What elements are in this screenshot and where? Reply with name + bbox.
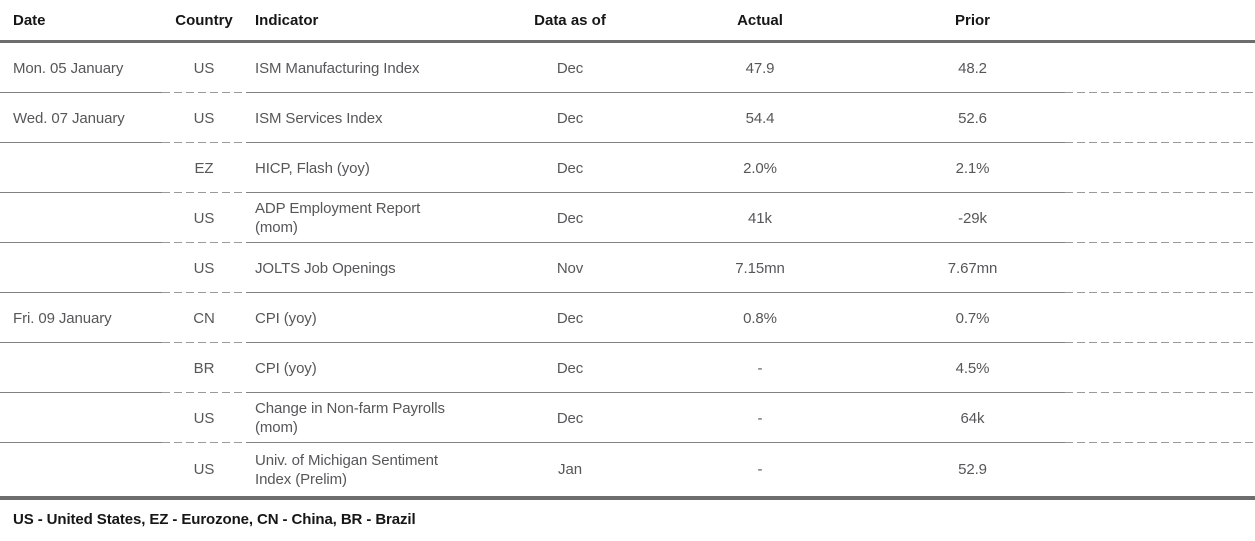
cell-data-as-of: Dec <box>500 393 640 443</box>
cell-trailing <box>1065 243 1255 293</box>
cell-date <box>0 343 162 393</box>
table-bottom-thick-rule <box>0 496 1255 500</box>
cell-trailing <box>1065 293 1255 343</box>
cell-indicator: ISM Manufacturing Index <box>246 43 500 93</box>
table-row: Wed. 07 January US ISM Services Index De… <box>0 93 1255 143</box>
cell-trailing <box>1065 143 1255 193</box>
cell-indicator: CPI (yoy) <box>246 343 500 393</box>
cell-prior: 48.2 <box>880 43 1065 93</box>
cell-trailing <box>1065 343 1255 393</box>
cell-data-as-of: Nov <box>500 243 640 293</box>
indicator-line-2: (mom) <box>255 219 298 236</box>
cell-country: US <box>162 193 246 243</box>
country-legend: US - United States, EZ - Eurozone, CN - … <box>13 511 416 528</box>
cell-actual: - <box>757 461 763 478</box>
table-row: Fri. 09 January CN CPI (yoy) Dec 0.8% 0.… <box>0 293 1255 343</box>
table-body: Mon. 05 January US ISM Manufacturing Ind… <box>0 43 1255 496</box>
cell-prior: 4.5% <box>880 343 1065 393</box>
cell-trailing <box>1065 393 1255 443</box>
header-country: Country <box>175 11 233 29</box>
cell-actual: 47.9 <box>640 43 880 93</box>
indicator-line-1: Univ. of Michigan Sentiment <box>255 451 438 469</box>
cell-country: CN <box>162 293 246 343</box>
header-date: Date <box>13 11 46 29</box>
cell-data-as-of: Dec <box>500 193 640 243</box>
cell-data-as-of: Dec <box>500 343 640 393</box>
header-indicator-label: Indicator <box>255 11 319 29</box>
cell-date: Fri. 09 January <box>0 293 162 343</box>
indicator-line-2: Index (Prelim) <box>255 470 347 488</box>
cell-country: US <box>162 393 246 443</box>
cell-data-as-of: Jan <box>558 461 582 478</box>
cell-date: Wed. 07 January <box>0 93 162 143</box>
cell-country: EZ <box>162 143 246 193</box>
cell-trailing <box>1065 193 1255 243</box>
cell-data-as-of: Dec <box>500 93 640 143</box>
cell-actual: 0.8% <box>640 293 880 343</box>
cell-date <box>0 193 162 243</box>
cell-actual: 41k <box>640 193 880 243</box>
table-row: US Change in Non-farm Payrolls (mom) Dec… <box>0 393 1255 443</box>
indicator-line-1: ISM Manufacturing Index <box>255 59 420 77</box>
cell-indicator: Change in Non-farm Payrolls (mom) <box>246 393 500 443</box>
cell-actual: - <box>640 393 880 443</box>
indicator-line-1: HICP, Flash (yoy) <box>255 159 370 177</box>
indicator-line-1: CPI (yoy) <box>255 309 317 327</box>
cell-prior: 0.7% <box>880 293 1065 343</box>
header-actual: Actual <box>737 11 783 29</box>
cell-data-as-of: Dec <box>500 43 640 93</box>
cell-country: BR <box>162 343 246 393</box>
cell-prior: 64k <box>880 393 1065 443</box>
cell-date: Mon. 05 January <box>0 43 162 93</box>
cell-country: US <box>193 461 215 478</box>
cell-indicator: HICP, Flash (yoy) <box>246 143 500 193</box>
cell-prior: 52.6 <box>880 93 1065 143</box>
cell-trailing <box>1065 93 1255 143</box>
cell-indicator: CPI (yoy) <box>246 293 500 343</box>
cell-data-as-of: Dec <box>500 293 640 343</box>
header-thick-rule <box>0 40 1255 43</box>
header-data-as-of: Data as of <box>534 11 606 29</box>
header-prior: Prior <box>954 11 990 29</box>
indicator-line-1: Change in Non-farm Payrolls <box>255 400 445 417</box>
cell-country: US <box>162 43 246 93</box>
indicator-line-1: CPI (yoy) <box>255 359 317 377</box>
header-trailing <box>1065 0 1255 40</box>
cell-country: US <box>162 93 246 143</box>
cell-indicator: Univ. of Michigan Sentiment Index (Preli… <box>246 443 500 496</box>
cell-date <box>0 443 162 496</box>
table-row: US ADP Employment Report (mom) Dec 41k -… <box>0 193 1255 243</box>
cell-prior: 52.9 <box>958 461 987 478</box>
table-header-row: Date Country Indicator Data as of Actual… <box>0 0 1255 40</box>
indicator-line-2: (mom) <box>255 419 298 436</box>
cell-actual: 7.15mn <box>640 243 880 293</box>
cell-prior: 7.67mn <box>880 243 1065 293</box>
cell-data-as-of: Dec <box>500 143 640 193</box>
cell-date <box>0 143 162 193</box>
cell-indicator: JOLTS Job Openings <box>246 243 500 293</box>
indicator-line-1: ADP Employment Report <box>255 200 421 217</box>
table-row: US JOLTS Job Openings Nov 7.15mn 7.67mn <box>0 243 1255 293</box>
indicator-line-1: ISM Services Index <box>255 109 383 127</box>
cell-country: US <box>162 243 246 293</box>
indicator-line-1: JOLTS Job Openings <box>255 259 396 277</box>
table-row: EZ HICP, Flash (yoy) Dec 2.0% 2.1% <box>0 143 1255 193</box>
cell-trailing <box>1065 43 1255 93</box>
cell-indicator: ADP Employment Report (mom) <box>246 193 500 243</box>
header-indicator: Indicator <box>246 0 500 40</box>
cell-actual: - <box>640 343 880 393</box>
cell-date <box>0 393 162 443</box>
cell-date <box>0 243 162 293</box>
cell-actual: 2.0% <box>640 143 880 193</box>
cell-trailing <box>1065 443 1255 496</box>
cell-actual: 54.4 <box>640 93 880 143</box>
cell-prior: -29k <box>880 193 1065 243</box>
cell-prior: 2.1% <box>880 143 1065 193</box>
table-row: BR CPI (yoy) Dec - 4.5% <box>0 343 1255 393</box>
cell-indicator: ISM Services Index <box>246 93 500 143</box>
table-row: Mon. 05 January US ISM Manufacturing Ind… <box>0 43 1255 93</box>
table-row: US Univ. of Michigan Sentiment Index (Pr… <box>0 443 1255 496</box>
